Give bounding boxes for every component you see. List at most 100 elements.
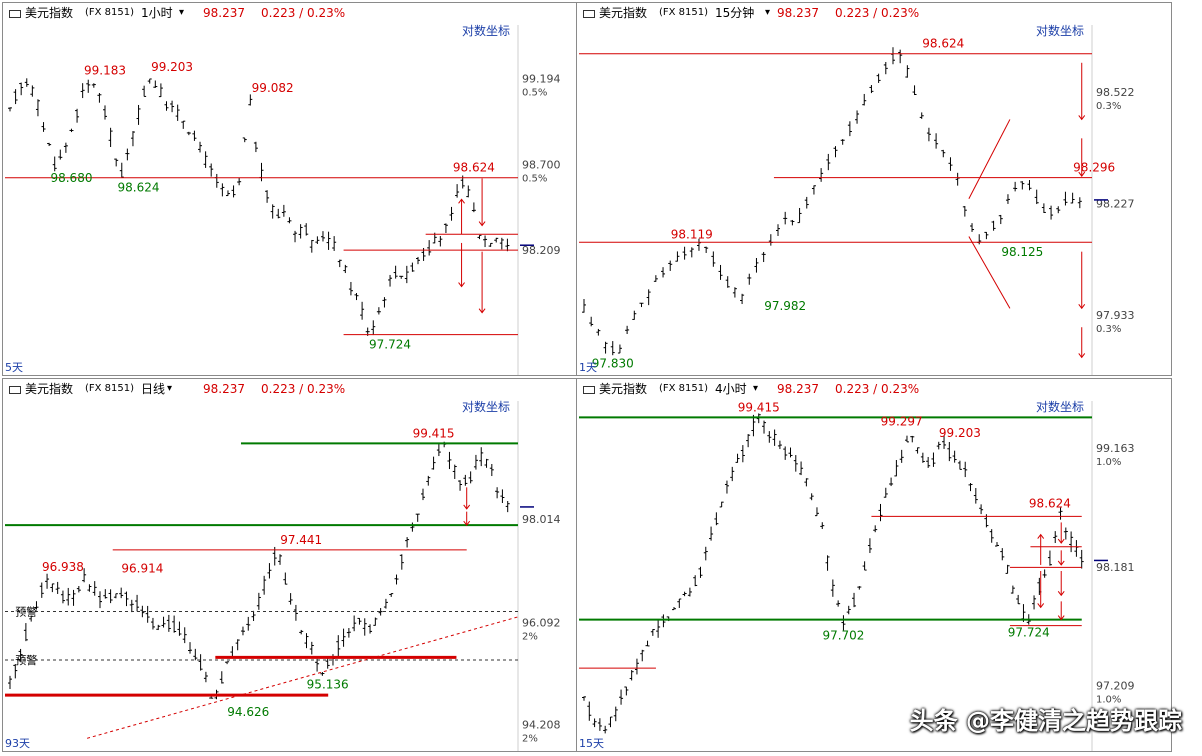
log-scale-toggle[interactable]: 对数坐标 [462, 23, 510, 38]
candle [732, 287, 737, 298]
log-scale-toggle[interactable]: 对数坐标 [1036, 399, 1084, 414]
percent-tick: 0.3% [1096, 324, 1121, 335]
candle [114, 158, 119, 167]
price-label: 99.203 [151, 60, 193, 74]
candle [675, 251, 680, 262]
candle [500, 489, 505, 503]
candle [242, 137, 247, 143]
candle [220, 183, 225, 197]
candle [410, 522, 415, 532]
candle [656, 619, 661, 638]
candle [343, 264, 348, 274]
instrument-name: 美元指数 [599, 382, 648, 396]
projection-arrow [458, 198, 465, 235]
candle [883, 487, 888, 498]
candle [19, 82, 24, 96]
candle [1020, 181, 1025, 190]
candle [894, 459, 899, 477]
price-label: 98.119 [671, 227, 713, 241]
candle [709, 526, 714, 541]
candle [455, 184, 460, 198]
chevron-down-icon[interactable]: ▾ [179, 7, 185, 18]
period-selector[interactable]: 4小时 [715, 382, 747, 396]
chevron-down-icon[interactable]: ▾ [167, 383, 173, 394]
candle [147, 78, 152, 84]
projection-arrow [1037, 571, 1045, 609]
candle [420, 488, 425, 501]
window-icon [9, 386, 21, 394]
candle [336, 635, 341, 657]
candle [170, 100, 175, 113]
candle [811, 185, 816, 195]
chart-panel-p3[interactable]: 美元指数 (FX 8151) 日线 98.237 0.223 / 0.23% ▾ 预警 预警 9… [2, 378, 598, 752]
candle [639, 302, 644, 308]
candle [597, 718, 602, 731]
candle [368, 624, 373, 634]
candle [447, 451, 452, 470]
candle [1056, 206, 1061, 214]
candle [259, 162, 264, 182]
candle [957, 460, 962, 470]
projection-arrow [463, 487, 471, 510]
price-change: 0.223 / 0.23% [835, 6, 920, 20]
candle [30, 85, 35, 97]
candle [92, 581, 97, 596]
candle [45, 573, 50, 589]
candle [754, 258, 759, 273]
candle [405, 537, 410, 548]
candle [751, 414, 756, 437]
projection-arrow [1057, 571, 1065, 597]
candle [783, 211, 788, 225]
candle [970, 223, 975, 232]
candle [998, 214, 1003, 225]
chevron-down-icon[interactable]: ▾ [753, 383, 759, 394]
range-label: 15天 [579, 737, 604, 750]
candle [718, 264, 723, 280]
candle [804, 196, 809, 209]
chart-panel-p4[interactable]: 美元指数 (FX 8151) 4小时 98.237 0.223 / 0.23% ▾ 99.4… [576, 378, 1172, 752]
candle [71, 589, 76, 606]
price-tick: 96.092 [522, 617, 561, 630]
candle [119, 587, 124, 599]
period-selector[interactable]: 日线 [141, 382, 166, 396]
candle [150, 617, 155, 630]
chevron-down-icon[interactable]: ▾ [765, 7, 771, 18]
candle [931, 452, 936, 467]
candle [878, 503, 883, 522]
candle [942, 436, 947, 449]
candle [653, 275, 658, 282]
projection-arrow [478, 178, 486, 227]
candle [919, 112, 924, 119]
candle [69, 128, 74, 133]
period-selector[interactable]: 1小时 [141, 6, 173, 20]
price-tick: 99.163 [1096, 442, 1135, 455]
candle [505, 501, 510, 513]
log-scale-toggle[interactable]: 对数坐标 [1036, 23, 1084, 38]
price-label: 96.938 [42, 560, 84, 574]
panel-header: 美元指数 (FX 8151) 日线 98.237 0.223 / 0.23% ▾ [3, 379, 597, 399]
candle [610, 341, 615, 356]
price-label: 98.624 [118, 181, 160, 195]
trend-line [968, 119, 1011, 200]
candle [730, 466, 735, 482]
candle [869, 85, 874, 94]
candle [719, 501, 724, 508]
projection-arrow [1078, 138, 1086, 177]
candle [799, 461, 804, 476]
candle [108, 127, 113, 147]
candle [820, 522, 825, 530]
period-selector[interactable]: 15分钟 [715, 6, 755, 20]
candle [867, 538, 872, 554]
chart-panel-p1[interactable]: 美元指数 (FX 8151) 1小时 98.237 0.223 / 0.23% ▾ 99.1… [2, 2, 598, 376]
candle [404, 265, 409, 284]
candle [776, 224, 781, 236]
price-tick: 98.014 [522, 513, 561, 526]
candle [1013, 181, 1018, 192]
instrument-code: (FX 8151) [659, 7, 709, 18]
candle [198, 141, 203, 153]
candle [383, 598, 388, 609]
candle [240, 626, 245, 636]
chart-panel-p2[interactable]: 美元指数 (FX 8151) 15分钟 98.237 0.223 / 0.23% ▾ 98.… [576, 2, 1172, 376]
candle [682, 246, 687, 260]
log-scale-toggle[interactable]: 对数坐标 [462, 399, 510, 414]
